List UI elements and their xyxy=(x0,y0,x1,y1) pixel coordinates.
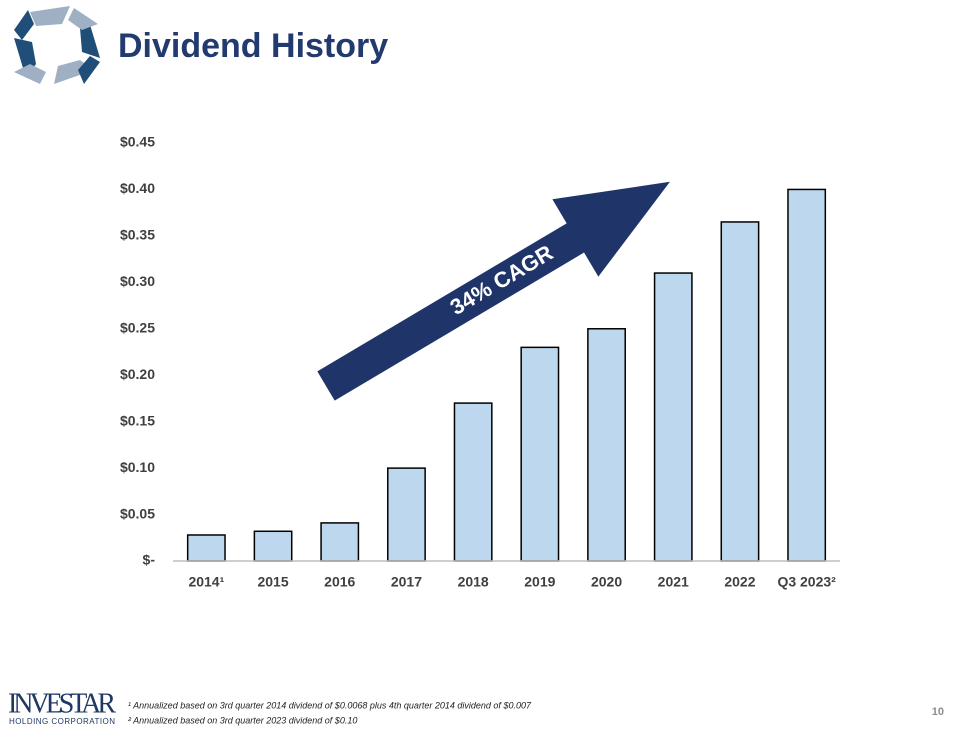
bar xyxy=(253,530,293,562)
y-tick-label: $0.30 xyxy=(120,273,155,289)
bar xyxy=(653,272,693,562)
cagr-arrow: 34% CAGR xyxy=(317,181,670,401)
y-tick-label: $0.15 xyxy=(120,412,155,428)
footnote: ¹ Annualized based on 3rd quarter 2014 d… xyxy=(128,700,532,710)
footnote: ² Annualized based on 3rd quarter 2023 d… xyxy=(128,715,357,725)
slide-title: Dividend History xyxy=(118,27,388,65)
logo-mark xyxy=(14,4,100,84)
x-tick-label: 2021 xyxy=(658,574,689,590)
x-tick-label: 2016 xyxy=(324,574,355,590)
x-tick-label: Q3 2023² xyxy=(777,574,836,590)
y-tick-label: $0.45 xyxy=(120,134,155,150)
bar xyxy=(520,346,560,562)
y-tick-label: $0.35 xyxy=(120,227,155,243)
x-tick-label: 2017 xyxy=(391,574,422,590)
bar xyxy=(453,402,493,562)
y-tick-label: $0.25 xyxy=(120,319,155,335)
y-tick-label: $0.40 xyxy=(120,180,155,196)
y-tick-label: $0.05 xyxy=(120,505,155,521)
x-tick-label: 2019 xyxy=(524,574,555,590)
page-number: 10 xyxy=(932,706,944,718)
bar xyxy=(587,328,626,562)
cagr-label: 34% CAGR xyxy=(446,240,558,320)
y-tick-label: $0.20 xyxy=(120,366,155,382)
x-tick-label: 2022 xyxy=(724,574,755,590)
y-tick-label: $0.10 xyxy=(120,459,155,475)
bar xyxy=(720,221,760,562)
x-tick-label: 2014¹ xyxy=(188,574,224,590)
x-tick-label: 2020 xyxy=(591,574,622,590)
bar xyxy=(387,467,426,562)
bar xyxy=(186,534,226,562)
bar xyxy=(320,522,360,562)
logo-subtitle: HOLDING CORPORATION xyxy=(9,717,115,726)
x-tick-label: 2018 xyxy=(458,574,489,590)
bar xyxy=(787,188,827,562)
logo-text: INVESTAR xyxy=(8,688,116,719)
y-tick-label: $- xyxy=(143,552,156,568)
x-tick-label: 2015 xyxy=(257,574,288,590)
